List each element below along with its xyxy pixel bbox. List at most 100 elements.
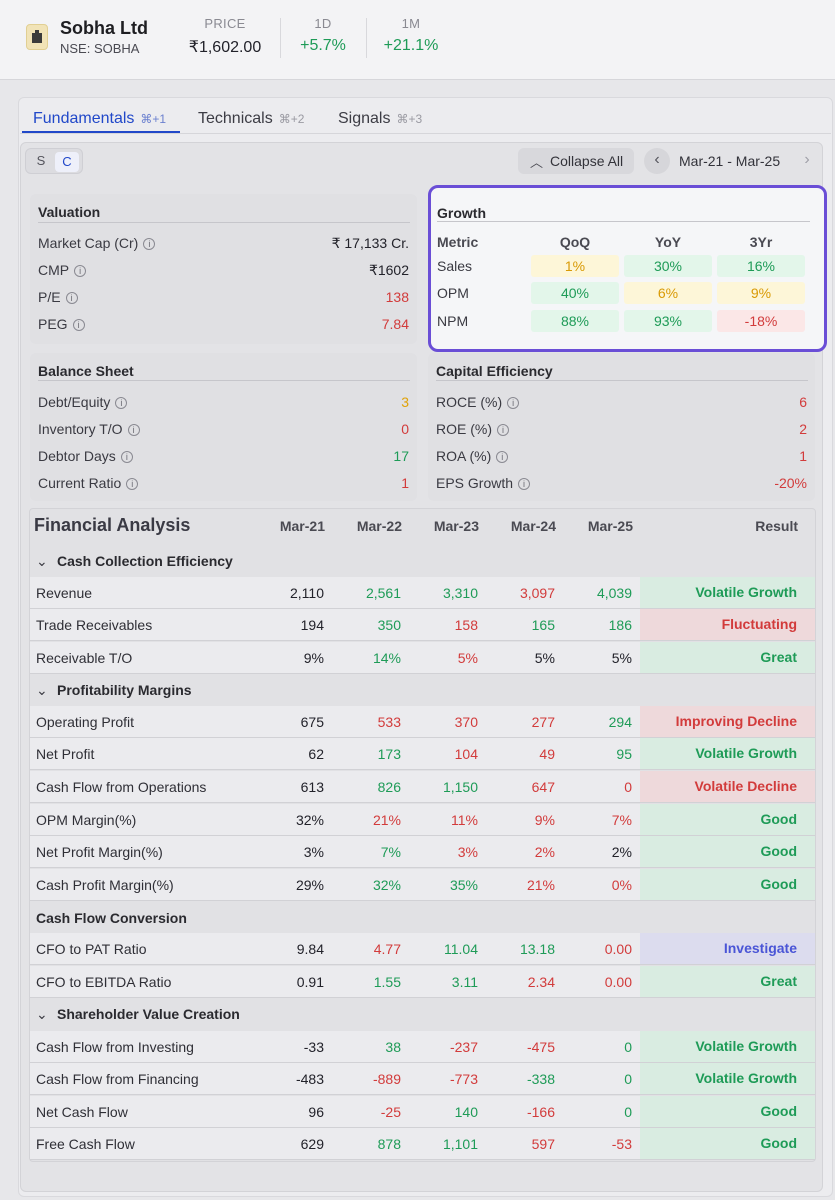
growth-header-yoy: YoY — [654, 234, 682, 250]
row-value: 9.84 — [296, 941, 324, 957]
table-row: Net Profit 62 173 104 49 95 Volatile Gro… — [30, 738, 815, 770]
row-value: 1.55 — [373, 974, 401, 990]
consolidated-option[interactable]: C — [55, 152, 79, 172]
row-value: -773 — [449, 1071, 478, 1087]
divider — [38, 222, 410, 223]
growth-cell: 1% — [531, 255, 619, 277]
next-range-button[interactable]: › — [794, 148, 820, 174]
valuation-title: Valuation — [38, 204, 101, 220]
label-text: Cash Flow Conversion — [36, 910, 187, 926]
row-label: CFO to EBITDA Ratio — [36, 974, 172, 990]
row-value: 186 — [608, 617, 632, 633]
row-value: 14% — [372, 650, 401, 666]
tab-technicals[interactable]: Technicals ⌘+2 — [198, 110, 304, 128]
metric-pe: P/E i — [38, 289, 78, 305]
roa-value: 1 — [799, 448, 807, 464]
row-value: -33 — [303, 1039, 324, 1055]
capital-efficiency-title: Capital Efficiency — [436, 363, 553, 379]
row-value: 647 — [531, 779, 555, 795]
row-value: 826 — [377, 779, 401, 795]
divider — [366, 18, 367, 58]
section-profitability[interactable]: ⌄ Profitability Margins — [30, 674, 815, 706]
label-text: Fundamentals — [33, 110, 135, 127]
info-icon[interactable]: i — [497, 424, 509, 436]
info-icon[interactable]: i — [120, 451, 133, 463]
growth-cell: 9% — [717, 282, 805, 304]
info-icon[interactable]: i — [496, 451, 509, 463]
row-value: 21% — [372, 812, 401, 828]
row-value: 629 — [300, 1136, 324, 1152]
result-badge: Great — [640, 642, 815, 673]
table-row: Revenue 2,110 2,561 3,310 3,097 4,039 Vo… — [30, 577, 815, 609]
row-value: 9% — [303, 650, 324, 666]
table-row: Cash Flow from Operations 613 826 1,150 … — [30, 771, 815, 803]
row-value: 21% — [526, 877, 555, 893]
label-text: Profitability Margins — [57, 682, 192, 698]
info-icon[interactable]: i — [143, 238, 156, 250]
growth-cell: -18% — [717, 310, 805, 332]
row-value: 3.11 — [451, 974, 478, 990]
change-1d-block: 1D +5.7% — [295, 16, 351, 55]
row-value: 62 — [308, 746, 324, 762]
section-cash-collection[interactable]: ⌄ Cash Collection Efficiency — [30, 545, 815, 577]
row-label: Net Profit — [36, 746, 95, 762]
tab-fundamentals[interactable]: Fundamentals ⌘+1 — [33, 110, 166, 128]
info-icon[interactable]: i — [74, 265, 87, 277]
info-icon[interactable]: i — [72, 319, 85, 331]
result-badge: Good — [640, 1128, 815, 1159]
row-value: 613 — [300, 779, 324, 795]
info-icon[interactable]: i — [127, 424, 140, 436]
collapse-all-button[interactable]: ︿ Collapse All — [518, 148, 634, 174]
date-range: Mar-21 - Mar-25 — [679, 153, 781, 169]
divider — [38, 380, 410, 381]
chevron-right-icon: › — [804, 151, 810, 168]
info-icon[interactable]: i — [507, 397, 520, 409]
row-value: 173 — [377, 746, 401, 762]
row-value: -237 — [449, 1039, 478, 1055]
row-value: -889 — [372, 1071, 401, 1087]
row-value: -166 — [526, 1104, 555, 1120]
row-value: 0.91 — [296, 974, 324, 990]
table-row: CFO to EBITDA Ratio 0.91 1.55 3.11 2.34 … — [30, 966, 815, 998]
standalone-option[interactable]: S — [36, 153, 46, 168]
section-shareholder-value[interactable]: ⌄ Shareholder Value Creation — [30, 998, 815, 1030]
metric-roe: ROE (%) i — [436, 421, 509, 437]
table-row: Cash Flow from Investing -33 38 -237 -47… — [30, 1031, 815, 1063]
row-value: 158 — [454, 617, 478, 633]
row-label: Revenue — [36, 585, 93, 601]
previous-range-button[interactable]: ‹ — [644, 148, 670, 174]
chevron-down-icon: ⌄ — [36, 682, 48, 698]
result-badge: Good — [640, 836, 815, 867]
row-value: 104 — [454, 746, 478, 762]
table-row: Free Cash Flow 629 878 1,101 597 -53 Goo… — [30, 1128, 815, 1160]
growth-header-qoq: QoQ — [559, 234, 591, 250]
info-icon[interactable]: i — [115, 397, 128, 409]
growth-card: Growth Metric QoQ YoY 3Yr Sales 1% 30% 1… — [428, 185, 827, 352]
row-value: 878 — [377, 1136, 401, 1152]
row-value: 533 — [377, 714, 401, 730]
roce-value: 6 — [799, 394, 807, 410]
row-value: 2,110 — [290, 585, 324, 601]
result-badge: Good — [640, 869, 815, 900]
info-icon[interactable]: i — [65, 292, 78, 304]
row-value: 350 — [377, 617, 401, 633]
growth-cell: 88% — [531, 310, 619, 332]
tab-signals[interactable]: Signals ⌘+3 — [338, 110, 422, 128]
row-value: 165 — [531, 617, 555, 633]
row-value: 0 — [624, 779, 632, 795]
pe-value: 138 — [385, 289, 409, 305]
row-label: CFO to PAT Ratio — [36, 941, 147, 957]
label-text: Collapse All — [550, 153, 624, 169]
row-value: 3,097 — [519, 585, 555, 601]
debt-equity-value: 3 — [401, 394, 409, 410]
info-icon[interactable]: i — [126, 478, 139, 490]
label-text: Signals — [338, 110, 391, 127]
result-badge: Volatile Decline — [640, 771, 815, 802]
growth-metric-sales: Sales — [437, 258, 473, 274]
info-icon[interactable]: i — [518, 478, 531, 490]
growth-cell: 30% — [624, 255, 712, 277]
growth-cell: 6% — [624, 282, 712, 304]
growth-cell: 93% — [624, 310, 712, 332]
growth-header-metric: Metric — [437, 234, 479, 250]
section-cash-flow-conversion[interactable]: Cash Flow Conversion — [30, 902, 815, 934]
